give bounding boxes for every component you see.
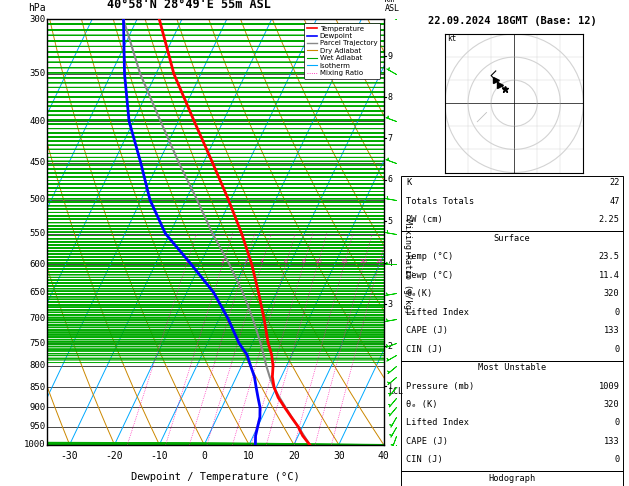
Text: 6: 6: [284, 259, 288, 264]
Text: 1009: 1009: [599, 382, 620, 391]
Text: 6: 6: [387, 175, 392, 184]
Text: 900: 900: [30, 403, 45, 412]
Text: 40°58'N 28°49'E 55m ASL: 40°58'N 28°49'E 55m ASL: [106, 0, 270, 11]
Text: 1000: 1000: [24, 440, 45, 449]
Text: -10: -10: [150, 451, 168, 461]
Text: 7: 7: [387, 134, 392, 143]
Text: 0: 0: [615, 418, 620, 428]
Text: 0: 0: [615, 345, 620, 354]
Text: 8: 8: [387, 93, 392, 102]
Text: 0: 0: [201, 451, 207, 461]
Text: Most Unstable: Most Unstable: [478, 363, 546, 372]
Text: 133: 133: [604, 326, 620, 335]
Text: Hodograph: Hodograph: [488, 474, 536, 483]
Text: CIN (J): CIN (J): [406, 345, 443, 354]
Text: 25: 25: [375, 259, 383, 264]
Text: Surface: Surface: [494, 234, 530, 243]
Text: 750: 750: [30, 339, 45, 347]
Text: 4: 4: [260, 259, 264, 264]
Text: 650: 650: [30, 288, 45, 297]
Text: 4: 4: [387, 259, 392, 268]
Text: LCL: LCL: [387, 387, 403, 396]
Text: Lifted Index: Lifted Index: [406, 308, 469, 317]
Text: 3: 3: [387, 300, 392, 309]
Text: 2: 2: [221, 259, 225, 264]
Text: 2: 2: [387, 342, 392, 351]
Text: 500: 500: [30, 195, 45, 205]
Text: km
ASL: km ASL: [384, 0, 399, 13]
Text: 10: 10: [243, 451, 255, 461]
Text: 22: 22: [609, 178, 620, 188]
Text: Lifted Index: Lifted Index: [406, 418, 469, 428]
Text: 850: 850: [30, 383, 45, 392]
Text: 47: 47: [609, 197, 620, 206]
Text: 20: 20: [360, 259, 367, 264]
Text: Totals Totals: Totals Totals: [406, 197, 475, 206]
Text: 320: 320: [604, 289, 620, 298]
Text: 350: 350: [30, 69, 45, 78]
Text: PW (cm): PW (cm): [406, 215, 443, 225]
Text: 20: 20: [288, 451, 300, 461]
Text: CAPE (J): CAPE (J): [406, 326, 448, 335]
Text: Temp (°C): Temp (°C): [406, 252, 454, 261]
Text: CIN (J): CIN (J): [406, 455, 443, 465]
Text: -20: -20: [106, 451, 123, 461]
Text: θₑ(K): θₑ(K): [406, 289, 433, 298]
Text: 800: 800: [30, 362, 45, 370]
Text: 8: 8: [302, 259, 306, 264]
Text: 1: 1: [184, 259, 188, 264]
Text: 950: 950: [30, 422, 45, 431]
Text: 3: 3: [243, 259, 247, 264]
Text: 320: 320: [604, 400, 620, 409]
Text: K: K: [406, 178, 411, 188]
Text: 1: 1: [387, 382, 392, 391]
Text: -30: -30: [61, 451, 79, 461]
Text: 23.5: 23.5: [599, 252, 620, 261]
Text: 10: 10: [314, 259, 321, 264]
Text: 15: 15: [340, 259, 348, 264]
Text: 700: 700: [30, 314, 45, 323]
Text: 40: 40: [378, 451, 389, 461]
Text: CAPE (J): CAPE (J): [406, 437, 448, 446]
Legend: Temperature, Dewpoint, Parcel Trajectory, Dry Adiabat, Wet Adiabat, Isotherm, Mi: Temperature, Dewpoint, Parcel Trajectory…: [304, 23, 380, 79]
Text: 550: 550: [30, 229, 45, 238]
Text: hPa: hPa: [28, 3, 45, 13]
Text: Dewp (°C): Dewp (°C): [406, 271, 454, 280]
Text: 22.09.2024 18GMT (Base: 12): 22.09.2024 18GMT (Base: 12): [428, 16, 597, 26]
Text: 400: 400: [30, 117, 45, 125]
Text: Dewpoint / Temperature (°C): Dewpoint / Temperature (°C): [131, 472, 300, 482]
Text: 0: 0: [615, 308, 620, 317]
Text: 300: 300: [30, 15, 45, 24]
Text: Mixing Ratio (g/kg): Mixing Ratio (g/kg): [403, 219, 412, 313]
Text: θₑ (K): θₑ (K): [406, 400, 438, 409]
Text: 30: 30: [333, 451, 345, 461]
Text: 133: 133: [604, 437, 620, 446]
Text: 600: 600: [30, 260, 45, 269]
Text: 5: 5: [387, 217, 392, 226]
Text: kt: kt: [447, 34, 457, 43]
Text: 0: 0: [615, 455, 620, 465]
Text: 2.25: 2.25: [599, 215, 620, 225]
Text: 450: 450: [30, 158, 45, 167]
Text: Pressure (mb): Pressure (mb): [406, 382, 475, 391]
Text: 9: 9: [387, 52, 392, 61]
Text: 11.4: 11.4: [599, 271, 620, 280]
